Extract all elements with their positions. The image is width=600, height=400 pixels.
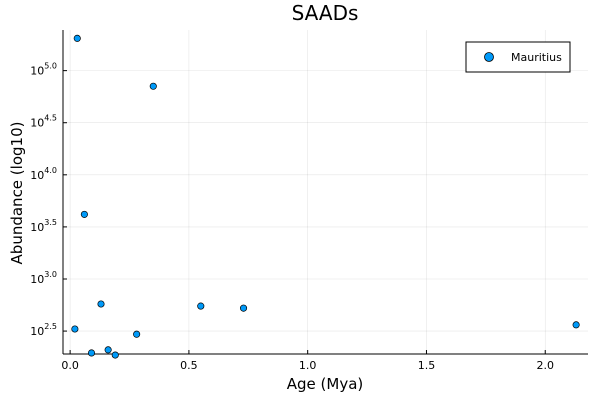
y-tick-base: 10 xyxy=(30,273,44,286)
y-tick-base: 10 xyxy=(30,325,44,338)
x-tick-label: 1.5 xyxy=(418,359,436,372)
data-point xyxy=(71,325,79,333)
data-point xyxy=(97,300,105,308)
y-tick-label: 104.5 xyxy=(30,114,57,130)
y-tick-label: 105.0 xyxy=(30,62,57,78)
legend-box xyxy=(465,41,571,73)
legend: Mauritius xyxy=(465,41,571,73)
y-axis-label: Abundance (log10) xyxy=(8,122,26,265)
data-point xyxy=(87,349,96,357)
y-tick-exponent: 3.0 xyxy=(44,270,57,279)
y-tick-base: 10 xyxy=(30,221,44,234)
y-tick-base: 10 xyxy=(30,65,44,78)
data-point xyxy=(197,302,205,310)
data-point xyxy=(133,330,141,338)
data-point xyxy=(111,351,119,359)
data-point xyxy=(104,346,112,354)
y-tick-exponent: 4.5 xyxy=(44,114,57,123)
data-point xyxy=(239,304,248,312)
y-tick-base: 10 xyxy=(30,169,44,182)
x-tick-label: 0.5 xyxy=(180,359,198,372)
y-tick-exponent: 3.5 xyxy=(44,218,57,227)
y-tick-exponent: 5.0 xyxy=(44,62,57,71)
data-point xyxy=(80,210,88,218)
y-tick-exponent: 4.0 xyxy=(44,166,57,175)
y-tick-label: 103.0 xyxy=(30,270,57,286)
data-point xyxy=(149,82,157,90)
x-ticks: 0.0 0.5 1.0 1.5 2.0 xyxy=(61,350,554,372)
data-point xyxy=(73,34,81,42)
legend-label: Mauritius xyxy=(511,51,562,64)
y-tick-label: 102.5 xyxy=(30,322,57,338)
data-point xyxy=(572,321,580,329)
x-axis-label: Age (Mya) xyxy=(287,375,364,393)
y-tick-base: 10 xyxy=(30,117,44,130)
x-tick-label: 1.0 xyxy=(299,359,317,372)
x-tick-label: 0.0 xyxy=(61,359,79,372)
y-tick-label: 104.0 xyxy=(30,166,57,182)
y-tick-exponent: 2.5 xyxy=(44,322,57,331)
legend-marker xyxy=(484,52,494,62)
y-tick-label: 103.5 xyxy=(30,218,57,234)
data-points xyxy=(71,34,580,359)
x-tick-label: 2.0 xyxy=(536,359,554,372)
chart-title: SAADs xyxy=(292,1,359,25)
axes xyxy=(62,30,588,355)
